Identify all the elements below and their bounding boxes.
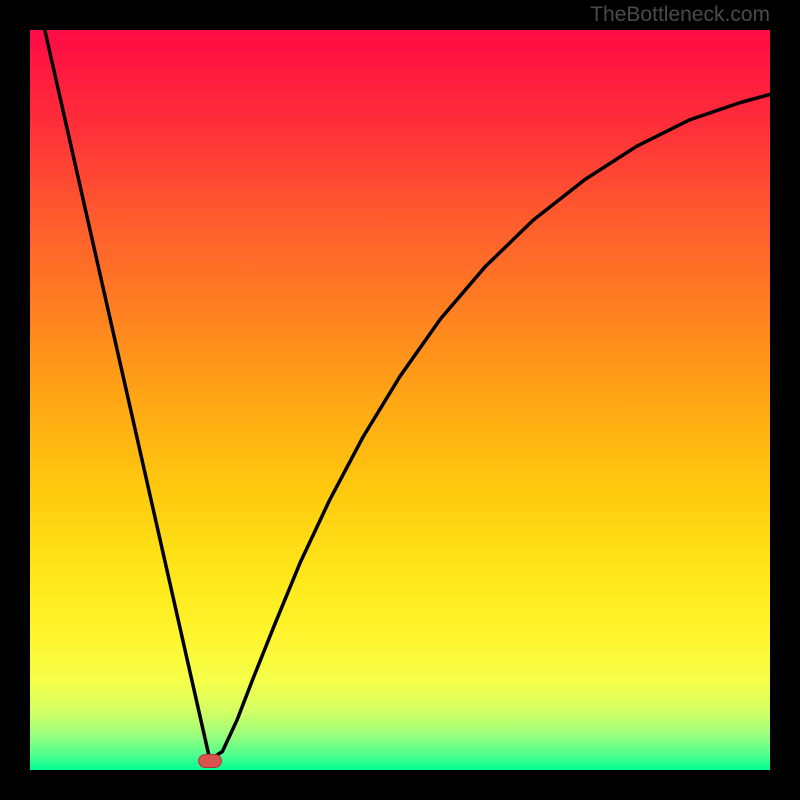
minimum-marker [198, 754, 222, 768]
frame-border-right [770, 0, 800, 800]
watermark-text: TheBottleneck.com [590, 3, 770, 27]
chart-frame: TheBottleneck.com [0, 0, 800, 800]
frame-border-bottom [0, 770, 800, 800]
gradient-background [30, 30, 770, 770]
chart-svg [30, 30, 770, 770]
frame-border-left [0, 0, 30, 800]
plot-area [30, 30, 770, 770]
